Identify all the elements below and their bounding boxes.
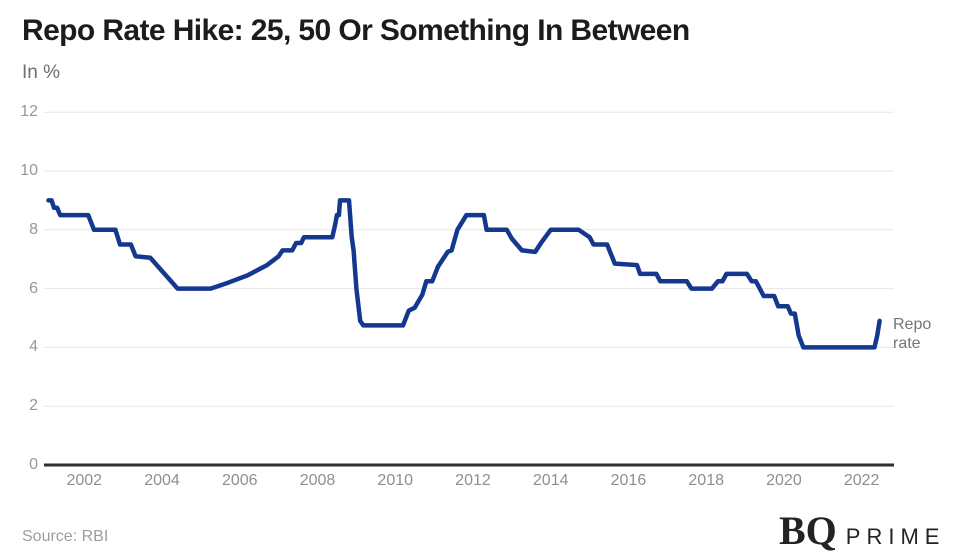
- x-tick-label: 2008: [299, 472, 336, 489]
- logo-bq-text: BQ: [779, 508, 837, 553]
- x-tick-label: 2020: [766, 472, 802, 489]
- bqprime-logo: BQ PRIME: [779, 507, 945, 554]
- page-title: Repo Rate Hike: 25, 50 Or Something In B…: [22, 14, 690, 47]
- y-tick-label: 0: [29, 456, 38, 473]
- x-tick-label: 2004: [144, 472, 180, 489]
- y-tick-label: 6: [29, 279, 38, 297]
- repo-rate-line: [46, 198, 882, 350]
- y-tick-label: 4: [29, 338, 38, 356]
- x-tick-label: 2006: [221, 472, 258, 489]
- logo-prime-text: PRIME: [845, 524, 946, 549]
- chart-units-label: In %: [22, 62, 61, 83]
- y-tick-label: 12: [20, 103, 38, 121]
- x-tick-label: 2016: [610, 472, 647, 489]
- x-tick-label: 2002: [66, 472, 103, 489]
- source-note: Source: RBI: [22, 528, 109, 545]
- x-tick-label: 2022: [843, 472, 880, 489]
- series-label: Repo rate: [893, 316, 932, 352]
- x-tick-label: 2010: [377, 472, 414, 489]
- y-tick-label: 10: [20, 162, 38, 179]
- y-tick-label: 2: [29, 397, 38, 415]
- y-tick-label: 8: [29, 220, 38, 238]
- x-tick-label: 2018: [688, 472, 724, 489]
- x-tick-label: 2014: [532, 472, 569, 489]
- x-tick-label: 2012: [455, 472, 491, 489]
